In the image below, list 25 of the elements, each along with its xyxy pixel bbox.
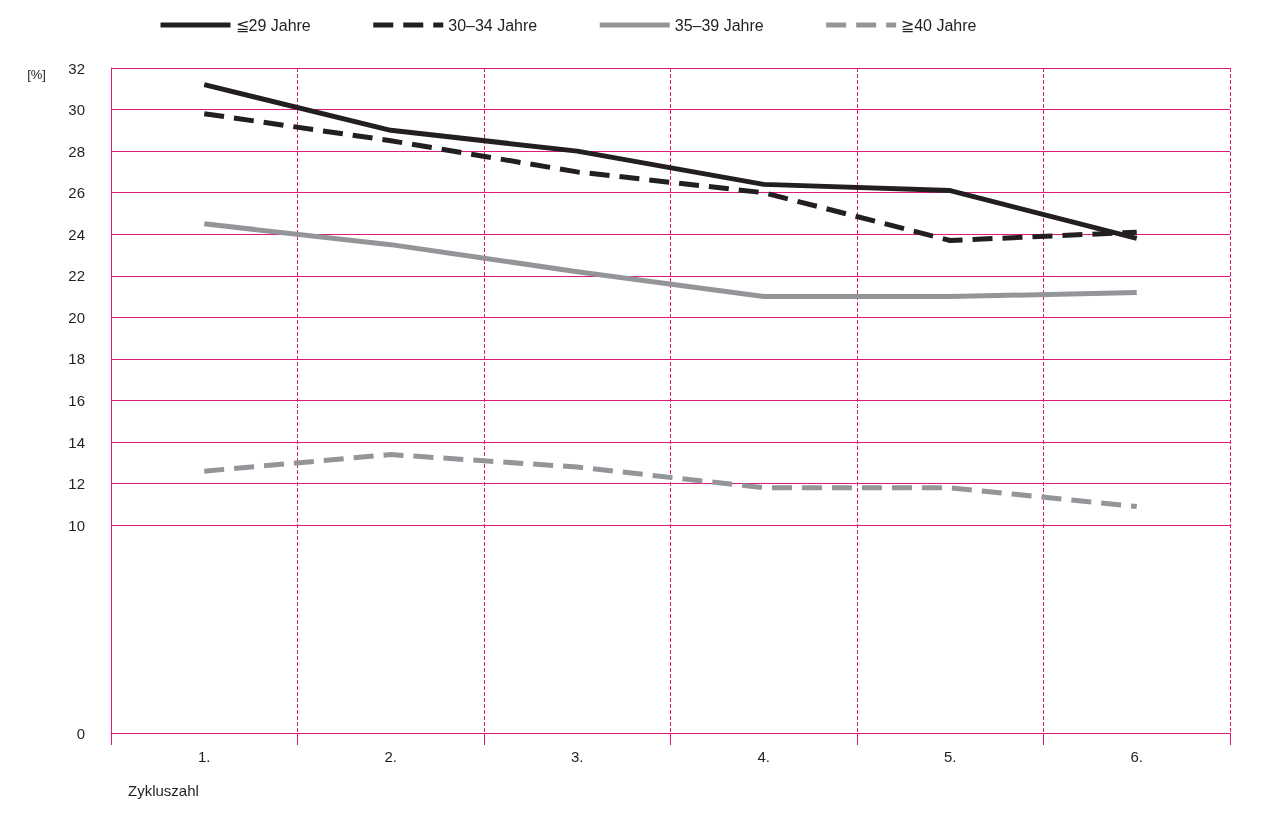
- y-tick-label: 14: [68, 433, 85, 451]
- y-tick-label: 20: [68, 308, 85, 326]
- y-tick-label: 28: [68, 142, 85, 160]
- y-tick-label: 24: [68, 225, 85, 243]
- legend-label: 35–39 Jahre: [674, 16, 764, 34]
- x-tick-label: 1.: [197, 748, 211, 765]
- y-tick-label: 12: [68, 475, 85, 493]
- x-tick-label: 6.: [1130, 748, 1144, 765]
- legend-label: 30–34 Jahre: [448, 16, 538, 34]
- y-tick-label: 22: [68, 267, 85, 285]
- legend-label: ≧40 Jahre: [901, 16, 977, 34]
- y-tick-label: 30: [68, 101, 85, 119]
- x-tick-label: 3.: [570, 748, 584, 765]
- y-tick-label: 26: [68, 184, 85, 202]
- x-tick-label: 2.: [384, 748, 398, 765]
- y-tick-label: 16: [68, 392, 85, 409]
- y-axis-title: [%]: [27, 67, 46, 82]
- x-tick-label: 4.: [757, 748, 771, 765]
- x-tick-label: 5.: [943, 748, 957, 765]
- y-tick-label: 18: [68, 350, 85, 368]
- x-axis-title: Zykluszahl: [128, 782, 199, 799]
- legend-label: ≦29 Jahre: [235, 16, 311, 34]
- y-tick-label: 32: [68, 59, 85, 77]
- y-tick-label: 10: [68, 516, 85, 534]
- y-tick-label: 0: [76, 724, 85, 742]
